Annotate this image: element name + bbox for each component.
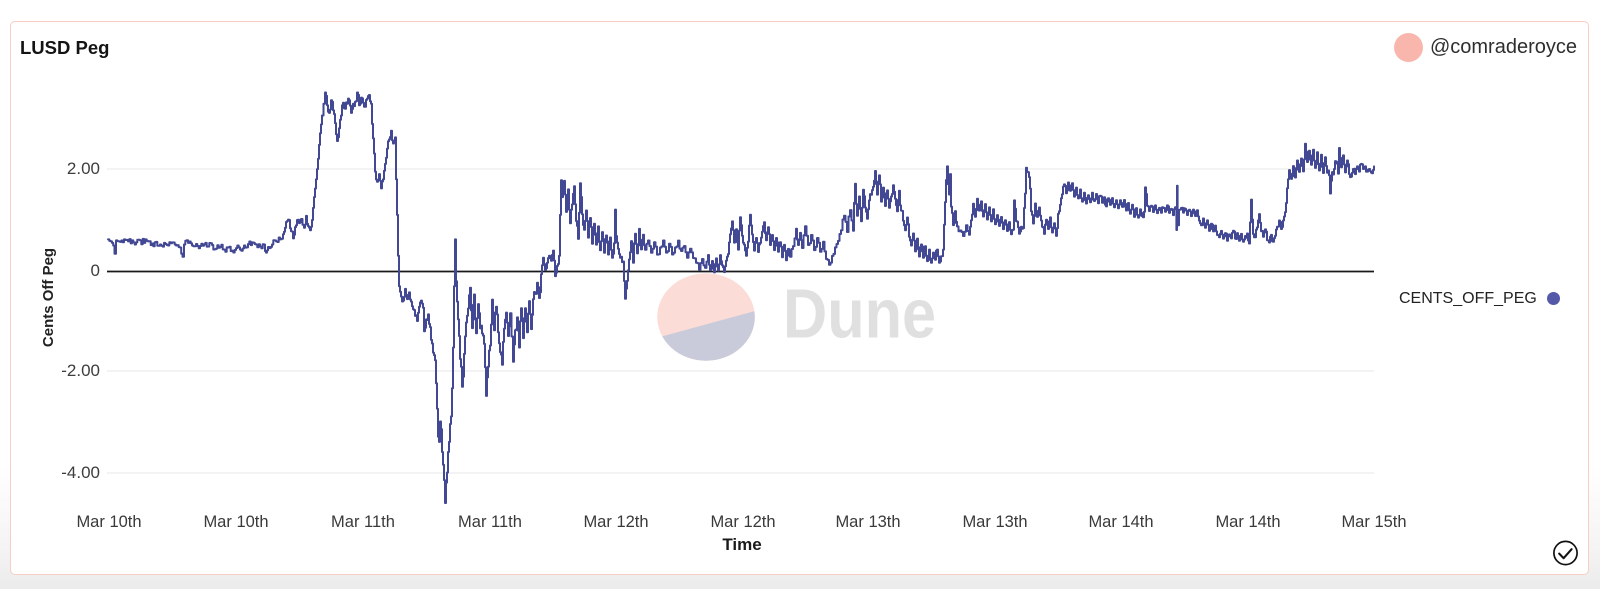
svg-text:Dune: Dune [783, 275, 936, 353]
